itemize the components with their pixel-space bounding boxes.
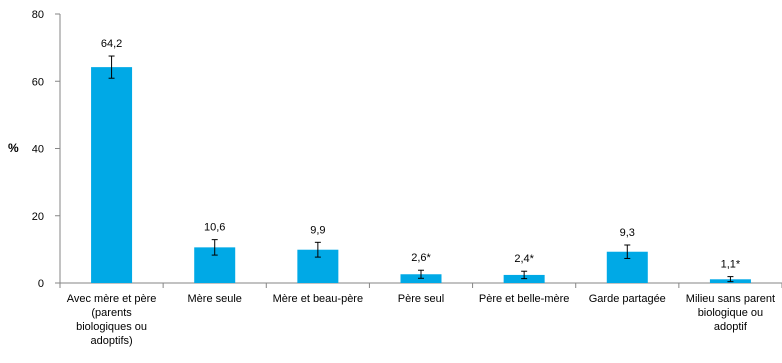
x-tick-label: Garde partagée <box>589 293 666 305</box>
data-label: 9,9 <box>310 224 325 236</box>
data-label: 9,3 <box>620 227 635 239</box>
data-label: 2,6* <box>411 252 431 264</box>
data-label: 64,2 <box>101 38 122 50</box>
data-label: 1,1* <box>721 259 741 271</box>
x-tick-label: Milieu sans parent biologique ou adoptif <box>686 293 775 333</box>
bar <box>91 67 133 283</box>
data-label: 2,4* <box>514 253 534 265</box>
y-tick-label: 80 <box>32 9 44 21</box>
y-tick-label: 40 <box>32 144 44 156</box>
x-tick-label: Mère seule <box>188 293 242 305</box>
x-tick-label: Père seul <box>398 293 444 305</box>
x-tick-label: Père et belle-mère <box>479 293 570 305</box>
data-label: 10,6 <box>204 222 225 234</box>
y-tick-label: 60 <box>32 76 44 88</box>
y-axis-title: % <box>8 141 19 155</box>
x-tick-label: Mère et beau-père <box>273 293 364 305</box>
x-tick-label: Avec mère et père (parents biologiques ou a… <box>67 293 157 347</box>
y-tick-label: 0 <box>38 278 44 290</box>
y-tick-label: 20 <box>32 211 44 223</box>
